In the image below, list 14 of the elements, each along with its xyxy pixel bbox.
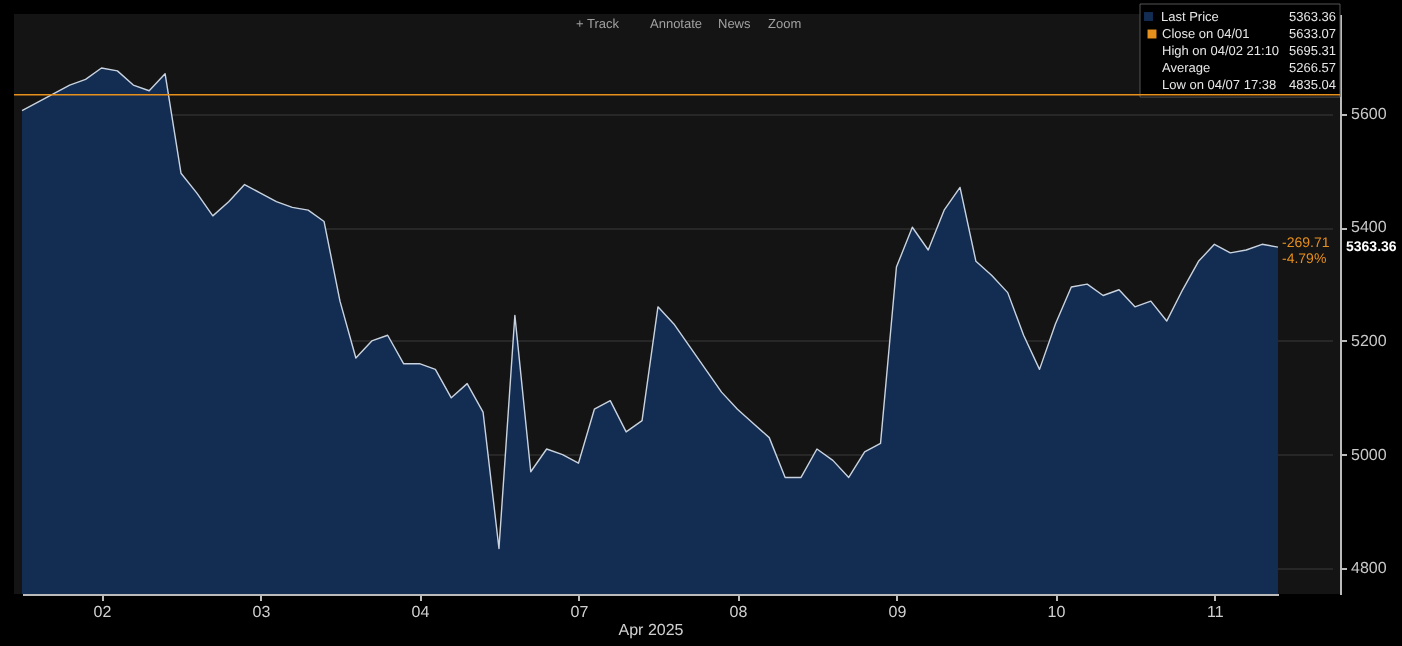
x-tick-label: 10	[1047, 603, 1067, 621]
x-tick-label: 02	[93, 603, 113, 621]
y-tick-label: 5400	[1351, 218, 1388, 237]
x-tick-label: 03	[252, 603, 272, 621]
x-tick-label: 09	[888, 603, 908, 621]
x-tick-label: 11	[1207, 603, 1225, 621]
y-tick-label: 5000	[1351, 445, 1388, 464]
x-axis-title: Apr 2025	[618, 621, 685, 639]
x-tick-label: 08	[729, 603, 749, 621]
x-tick-label: 04	[411, 603, 431, 621]
y-tick-label: 5200	[1351, 331, 1388, 350]
y-tick-label: 5600	[1351, 104, 1388, 123]
y-tick-label: 4800	[1351, 559, 1388, 578]
x-tick-label: 07	[570, 603, 590, 621]
